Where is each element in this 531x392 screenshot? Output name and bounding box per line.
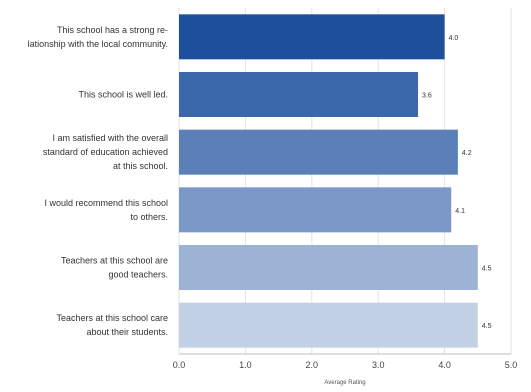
category-label-line: This school has a strong re- bbox=[57, 25, 168, 35]
x-tick-label: 5.0 bbox=[505, 360, 518, 370]
category-label: This school has a strong re-lationship w… bbox=[28, 25, 168, 49]
bar-value-label: 3.6 bbox=[422, 93, 432, 100]
bar-value-label: 4.2 bbox=[462, 150, 472, 157]
category-label-line: I would recommend this school bbox=[44, 198, 168, 208]
category-label: This school is well led. bbox=[78, 90, 168, 100]
category-label-line: to others. bbox=[130, 212, 168, 222]
bar bbox=[179, 14, 445, 60]
bar bbox=[179, 245, 478, 290]
category-label-line: Teachers at this school are bbox=[61, 256, 168, 266]
category-label-line: I am satisfied with the overall bbox=[52, 133, 168, 143]
bar-value-label: 4.0 bbox=[449, 35, 459, 42]
x-tick-label: 3.0 bbox=[372, 360, 385, 370]
category-label-line: standard of education achieved bbox=[43, 147, 168, 157]
bar-value-label: 4.5 bbox=[482, 323, 492, 330]
category-label-line: Teachers at this school care bbox=[56, 313, 168, 323]
category-label: Teachers at this school care about their … bbox=[56, 313, 168, 337]
bar bbox=[179, 129, 458, 175]
bar bbox=[179, 302, 478, 348]
category-label-line: lationship with the local community. bbox=[28, 39, 168, 49]
category-label: Teachers at this school are good teachers… bbox=[61, 256, 168, 280]
x-tick-label: 4.0 bbox=[438, 360, 451, 370]
category-label-line: at this school. bbox=[113, 161, 168, 171]
x-axis-title: Average Rating bbox=[324, 380, 365, 386]
x-tick-label: 2.0 bbox=[306, 360, 319, 370]
category-label-line: This school is well led. bbox=[78, 90, 168, 100]
x-tick-label: 0.0 bbox=[173, 360, 186, 370]
category-label-line: about their students. bbox=[86, 327, 168, 337]
category-label-line: good teachers. bbox=[108, 270, 168, 280]
bar bbox=[179, 72, 419, 117]
bar-value-label: 4.1 bbox=[455, 208, 465, 215]
bar-value-label: 4.5 bbox=[482, 266, 492, 273]
x-tick-label: 1.0 bbox=[239, 360, 252, 370]
bar bbox=[179, 187, 452, 233]
category-label: I would recommend this school to others. bbox=[44, 198, 168, 222]
category-label: I am satisfied with the overall standard … bbox=[43, 133, 168, 171]
